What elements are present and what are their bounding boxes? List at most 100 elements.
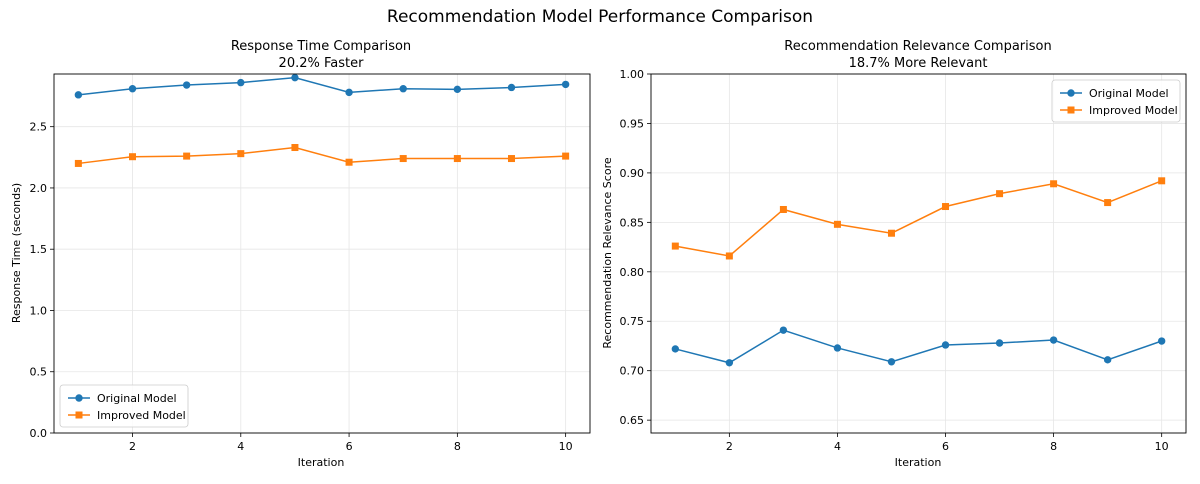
chart-relevance: Recommendation Relevance Comparison 18.7…	[601, 39, 1187, 469]
x-tick-label: 4	[834, 440, 841, 453]
legend-marker	[75, 411, 83, 419]
grid	[54, 74, 590, 434]
y-tick-label: 0.65	[620, 414, 645, 427]
data-point	[345, 158, 353, 166]
y-tick-label: 0.90	[620, 167, 645, 180]
data-point	[183, 152, 191, 160]
data-point	[725, 359, 734, 367]
series-line	[78, 76, 566, 96]
data-point	[671, 242, 679, 250]
data-point	[129, 153, 137, 161]
series-improved-model	[671, 177, 1166, 260]
x-tick-label: 2	[726, 440, 733, 453]
data-point	[453, 155, 461, 163]
x-tick-label: 4	[237, 440, 244, 453]
data-point	[671, 345, 680, 353]
y-tick-label: 0.0	[30, 427, 48, 440]
series-original-model	[74, 73, 570, 99]
x-tick-label: 6	[346, 440, 353, 453]
data-point	[725, 252, 733, 260]
x-tick-label: 8	[1050, 440, 1057, 453]
chart-response-time: Response Time Comparison 20.2% Faster It…	[10, 39, 591, 469]
data-point	[345, 88, 353, 97]
y-tick-label: 0.75	[620, 315, 645, 328]
y-tick-label: 1.0	[30, 304, 48, 317]
series-line	[675, 180, 1162, 257]
series-original-model	[671, 326, 1166, 367]
data-point	[74, 159, 82, 167]
x-tick-label: 10	[559, 440, 573, 453]
series-improved-model	[74, 144, 570, 167]
x-tick-label: 10	[1155, 440, 1169, 453]
data-point	[833, 220, 841, 228]
x-axis-label: Iteration	[298, 456, 345, 469]
legend-item: Improved Model	[68, 409, 186, 422]
data-point	[182, 81, 191, 89]
data-point	[833, 344, 842, 352]
data-point	[941, 341, 950, 349]
data-point	[399, 85, 407, 93]
y-tick-label: 1.00	[620, 68, 645, 81]
figure-suptitle: Recommendation Model Performance Compari…	[387, 7, 813, 27]
data-point	[1158, 177, 1166, 185]
legend-box	[1051, 79, 1181, 123]
chart-subtitle: 20.2% Faster	[279, 56, 365, 71]
y-tick-label: 0.95	[620, 117, 645, 130]
data-point	[562, 152, 570, 160]
axis-ticks: 2 4 6 8 10 0.65 0.70 0.75 0.80 0.85 0.90 0.95 1.00	[620, 68, 1169, 453]
y-tick-label: 0.5	[30, 366, 48, 379]
x-tick-label: 8	[454, 440, 461, 453]
data-point	[995, 339, 1004, 347]
y-tick-label: 0.70	[620, 365, 645, 378]
legend-marker	[1067, 106, 1075, 114]
data-point	[74, 91, 83, 99]
data-point	[237, 150, 245, 158]
data-point	[453, 85, 462, 94]
axes-frame	[650, 73, 1187, 434]
y-tick-label: 2.0	[30, 182, 48, 195]
legend: Original Model Improved Model	[1051, 79, 1181, 123]
legend-item: Original Model	[68, 392, 177, 405]
legend-marker	[1067, 89, 1075, 97]
x-axis-label: Iteration	[895, 456, 942, 469]
y-tick-label: 2.5	[30, 121, 48, 134]
legend-box	[59, 384, 189, 428]
y-tick-label: 1.5	[30, 243, 48, 256]
axes-frame	[53, 73, 591, 434]
x-tick-label: 6	[942, 440, 949, 453]
data-point	[507, 83, 516, 92]
chart-title: Recommendation Relevance Comparison	[784, 39, 1051, 54]
series-line	[675, 329, 1162, 364]
data-point	[1050, 180, 1058, 188]
y-axis-label: Recommendation Relevance Score	[601, 157, 614, 348]
y-tick-label: 0.80	[620, 266, 645, 279]
chart-subtitle: 18.7% More Relevant	[849, 56, 988, 71]
legend-label: Improved Model	[1089, 104, 1178, 117]
data-point	[1104, 199, 1112, 207]
data-point	[399, 155, 407, 163]
data-point	[1157, 337, 1166, 345]
y-tick-label: 0.85	[620, 216, 645, 229]
data-point	[1103, 356, 1112, 364]
data-point	[128, 85, 137, 93]
axis-ticks: 2 4 6 8 10 0.0 0.5 1.0 1.5 2.0 2.5	[30, 121, 573, 453]
series-line	[78, 146, 566, 165]
legend-item: Original Model	[1060, 87, 1169, 100]
x-tick-label: 2	[129, 440, 136, 453]
data-point	[996, 190, 1004, 198]
data-point	[291, 73, 299, 82]
data-point	[779, 205, 787, 213]
legend-label: Improved Model	[97, 409, 186, 422]
legend-marker	[75, 394, 83, 402]
data-point	[779, 326, 788, 334]
legend: Original Model Improved Model	[59, 384, 189, 428]
data-point	[237, 78, 245, 87]
data-point	[561, 80, 570, 89]
data-point	[507, 155, 515, 163]
chart-title: Response Time Comparison	[231, 39, 411, 54]
y-axis-label: Response Time (seconds)	[10, 183, 23, 323]
data-point	[1049, 336, 1058, 344]
legend-label: Original Model	[97, 392, 177, 405]
